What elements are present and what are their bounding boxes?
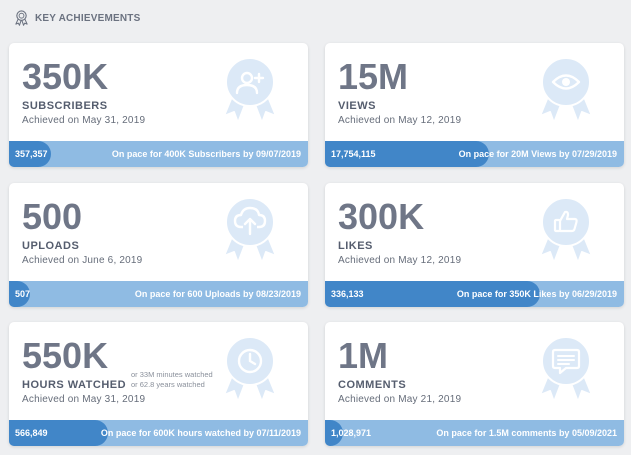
section-title: KEY ACHIEVEMENTS bbox=[35, 12, 141, 24]
achievement-value: 15M bbox=[338, 56, 409, 97]
achievement-date: Achieved on May 12, 2019 bbox=[338, 115, 462, 126]
current-count: 17,754,115 bbox=[331, 149, 376, 159]
progress-bar: 566,849 On pace for 600K hours watched b… bbox=[9, 420, 308, 446]
pace-text: On pace for 400K Subscribers by 09/07/20… bbox=[111, 149, 301, 159]
thumbs-up-icon bbox=[539, 197, 593, 264]
progress-fill bbox=[9, 420, 108, 446]
progress-bar: 1,028,971 On pace for 1.5M comments by 0… bbox=[325, 420, 624, 446]
current-count: 566,849 bbox=[15, 428, 48, 438]
achievement-date: Achieved on May 31, 2019 bbox=[22, 115, 146, 126]
current-count: 336,133 bbox=[331, 289, 364, 299]
eye-icon bbox=[539, 57, 593, 124]
progress-bar: 336,133 On pace for 350K Likes by 06/29/… bbox=[325, 281, 624, 307]
achievement-date: Achieved on May 31, 2019 bbox=[22, 394, 146, 405]
progress-fill bbox=[325, 141, 490, 167]
progress-fill bbox=[9, 281, 30, 307]
comment-icon bbox=[539, 336, 593, 403]
achievement-date: Achieved on June 6, 2019 bbox=[22, 255, 143, 266]
achievement-value: 500 bbox=[22, 196, 83, 237]
current-count: 357,357 bbox=[15, 149, 48, 159]
achievement-value: 1M bbox=[338, 335, 389, 376]
achievement-card-comments[interactable]: 1M COMMENTS Achieved on May 21, 2019 1,0… bbox=[325, 322, 624, 446]
achievement-date: Achieved on May 12, 2019 bbox=[338, 255, 462, 266]
achievement-card-subscribers[interactable]: 350K SUBSCRIBERS Achieved on May 31, 201… bbox=[9, 43, 308, 167]
cloud-upload-icon bbox=[223, 197, 277, 264]
achievement-label: COMMENTS bbox=[338, 379, 407, 391]
progress-fill bbox=[9, 141, 51, 167]
progress-bar: 507 On pace for 600 Uploads by 08/23/201… bbox=[9, 281, 308, 307]
pace-text: On pace for 600 Uploads by 08/23/2019 bbox=[134, 289, 301, 299]
achievement-value: 300K bbox=[338, 196, 425, 237]
years-watched-note: or 62.8 years watched bbox=[131, 380, 205, 389]
add-user-icon bbox=[223, 57, 277, 124]
current-count: 507 bbox=[15, 289, 31, 299]
achievement-label: LIKES bbox=[338, 240, 373, 252]
achievement-card-views[interactable]: 15M VIEWS Achieved on May 12, 2019 17,75… bbox=[325, 43, 624, 167]
section-header: KEY ACHIEVEMENTS bbox=[14, 10, 140, 26]
achievement-label: SUBSCRIBERS bbox=[22, 100, 108, 112]
achievement-label: VIEWS bbox=[338, 100, 376, 112]
progress-fill bbox=[325, 420, 343, 446]
award-ribbon-icon bbox=[15, 10, 28, 26]
clock-icon bbox=[223, 336, 277, 403]
achievement-value: 350K bbox=[22, 56, 109, 97]
achievement-value: 550K bbox=[22, 335, 109, 376]
minutes-watched-note: or 33M minutes watched bbox=[131, 370, 213, 379]
achievement-card-likes[interactable]: 300K LIKES Achieved on May 12, 2019 336,… bbox=[325, 183, 624, 307]
current-count: 1,028,971 bbox=[331, 428, 372, 438]
pace-text: On pace for 20M Views by 07/29/2019 bbox=[458, 149, 617, 159]
progress-bar: 17,754,115 On pace for 20M Views by 07/2… bbox=[325, 141, 624, 167]
pace-text: On pace for 350K Likes by 06/29/2019 bbox=[456, 289, 617, 299]
achievement-card-uploads[interactable]: 500 UPLOADS Achieved on June 6, 2019 507… bbox=[9, 183, 308, 307]
pace-text: On pace for 1.5M comments by 05/09/2021 bbox=[436, 428, 617, 438]
watch-time-note: or 33M minutes watched or 62.8 years wat… bbox=[131, 370, 213, 390]
achievement-card-hours-watched[interactable]: 550K or 33M minutes watched or 62.8 year… bbox=[9, 322, 308, 446]
achievement-label: HOURS WATCHED bbox=[22, 379, 127, 391]
pace-text: On pace for 600K hours watched by 07/11/… bbox=[100, 428, 301, 438]
achievement-date: Achieved on May 21, 2019 bbox=[338, 394, 462, 405]
achievement-label: UPLOADS bbox=[22, 240, 80, 252]
progress-fill bbox=[325, 281, 541, 307]
progress-bar: 357,357 On pace for 400K Subscribers by … bbox=[9, 141, 308, 167]
